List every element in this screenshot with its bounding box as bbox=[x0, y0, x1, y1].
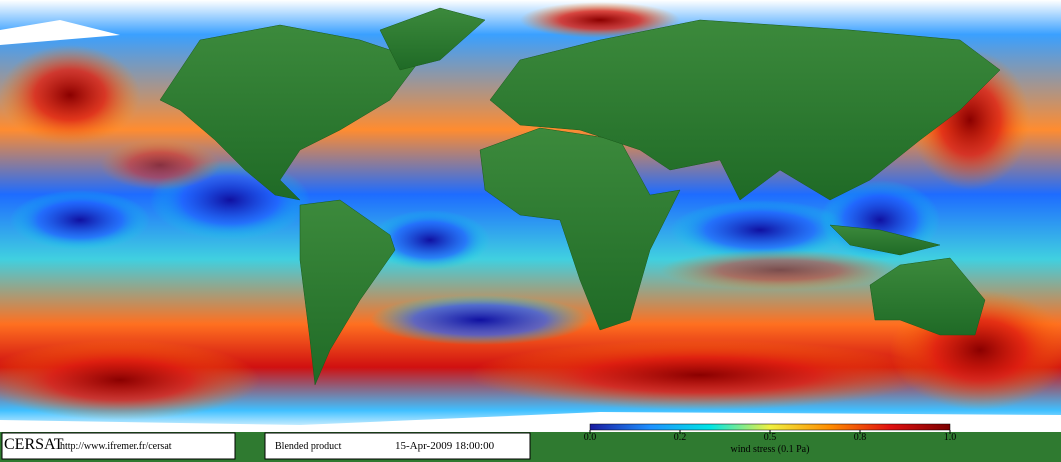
logo: CERSAT bbox=[4, 436, 64, 453]
colorbar bbox=[589, 423, 951, 431]
colorbar-label: wind stress (0.1 Pa) bbox=[731, 444, 810, 455]
colorbar-tick-label: 1.0 bbox=[944, 432, 957, 443]
colorbar-tick-label: 0.5 bbox=[764, 432, 777, 443]
logo-box bbox=[1, 432, 236, 460]
datetime: 15-Apr-2009 18:00:00 bbox=[395, 440, 495, 452]
colorbar-tick-label: 0.2 bbox=[674, 432, 687, 443]
product: Blended product bbox=[275, 441, 342, 452]
url: http://www.ifremer.fr/cersat bbox=[60, 441, 172, 452]
colorbar-tick-label: 0.8 bbox=[854, 432, 867, 443]
product-box bbox=[264, 432, 531, 460]
continents bbox=[159, 7, 1001, 386]
colorbar-tick-label: 0.0 bbox=[584, 432, 597, 443]
